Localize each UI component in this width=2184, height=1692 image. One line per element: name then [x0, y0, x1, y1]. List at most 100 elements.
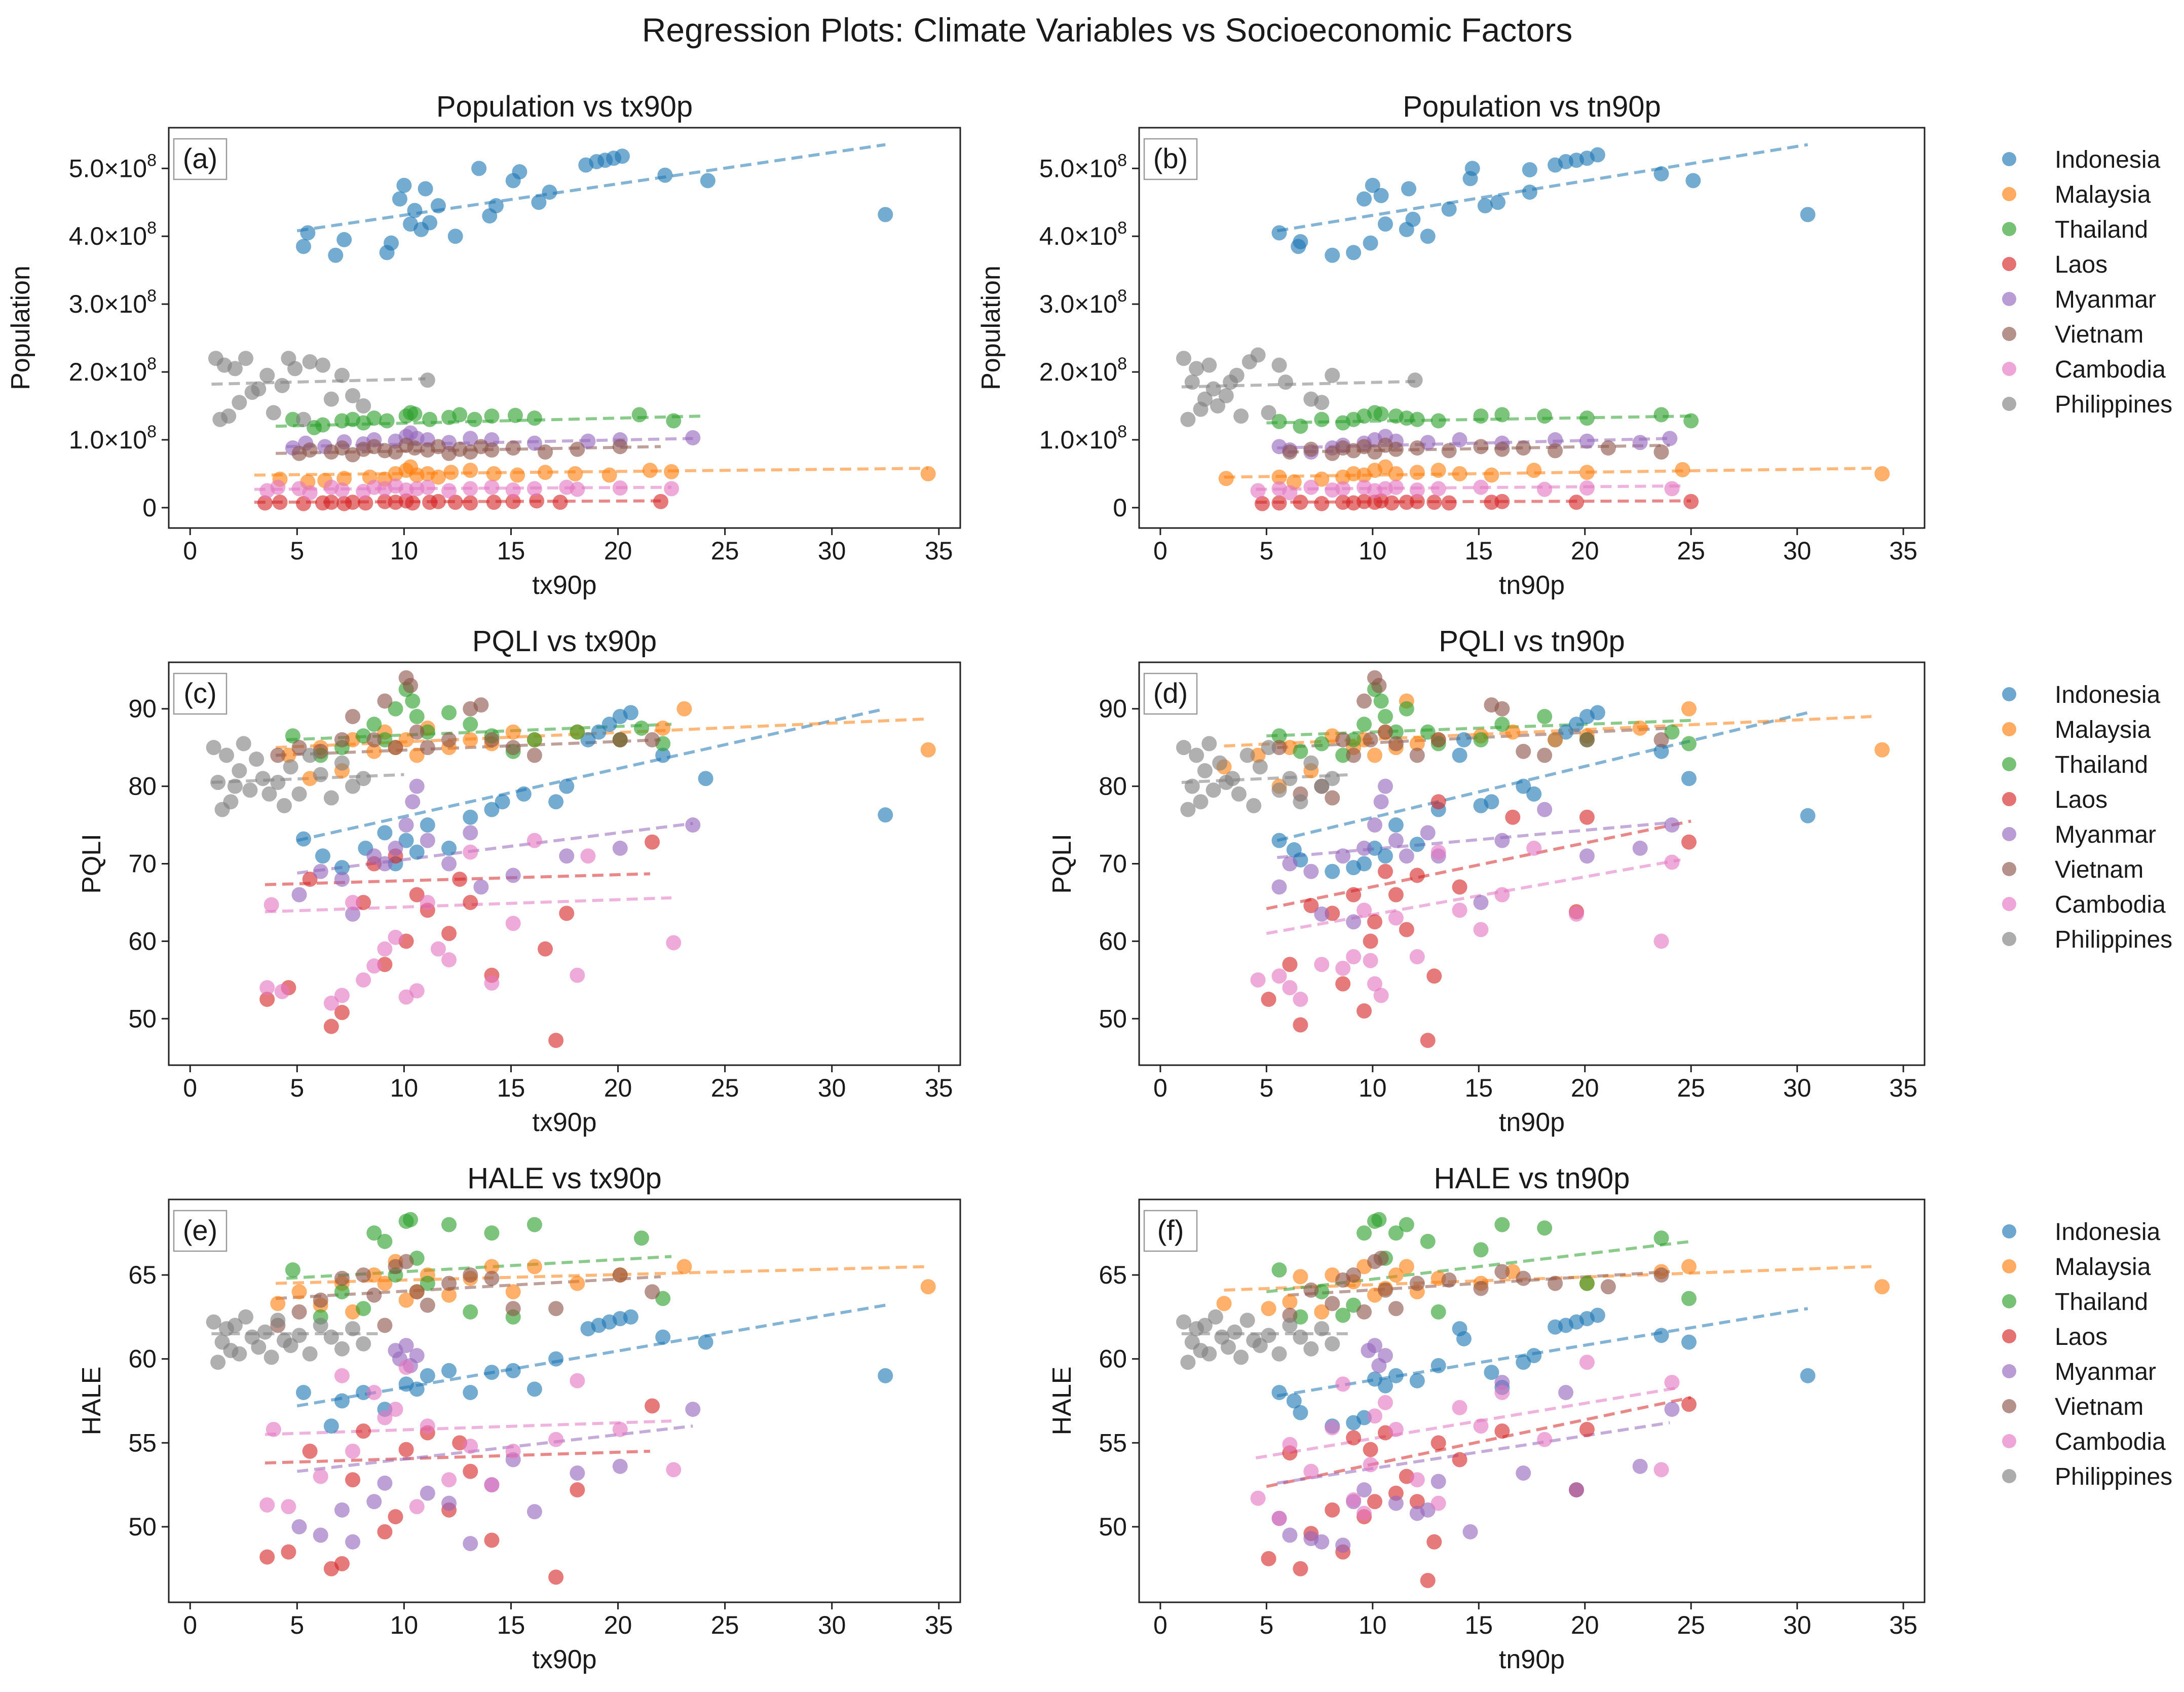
- point-cambodia: [1430, 481, 1446, 497]
- legend-marker-malaysia: [2002, 187, 2016, 201]
- point-vietnam: [1325, 1296, 1340, 1311]
- point-malaysia: [1505, 724, 1521, 740]
- point-thailand: [1473, 408, 1489, 424]
- point-laos: [452, 872, 468, 887]
- point-indonesia: [398, 833, 414, 848]
- point-laos: [538, 941, 553, 957]
- point-myanmar: [345, 906, 361, 922]
- point-cambodia: [1537, 481, 1553, 497]
- point-laos: [1505, 809, 1521, 825]
- point-myanmar: [1388, 1495, 1404, 1511]
- point-vietnam: [505, 1301, 521, 1317]
- point-laos: [1282, 957, 1298, 972]
- trend-line-malaysia: [1224, 1265, 1872, 1292]
- point-malaysia: [1367, 747, 1382, 763]
- point-malaysia: [430, 469, 446, 485]
- point-philippines: [323, 1329, 339, 1345]
- point-cambodia: [1271, 968, 1287, 984]
- point-thailand: [633, 720, 649, 736]
- point-philippines: [270, 1312, 286, 1328]
- point-myanmar: [1662, 431, 1678, 446]
- y-tick-label: 0: [142, 494, 157, 522]
- point-laos: [1420, 1572, 1436, 1588]
- point-indonesia: [1293, 234, 1308, 249]
- point-cambodia: [1250, 972, 1266, 988]
- point-indonesia: [512, 164, 528, 180]
- point-laos: [1494, 494, 1510, 509]
- point-malaysia: [1261, 1301, 1276, 1317]
- legend-label-philippines: Philippines: [2055, 391, 2172, 418]
- point-laos: [409, 887, 425, 903]
- point-vietnam: [1548, 443, 1563, 459]
- point-philippines: [1197, 1318, 1213, 1333]
- point-vietnam: [484, 1270, 500, 1286]
- point-cambodia: [323, 995, 339, 1011]
- point-myanmar: [685, 1402, 701, 1417]
- y-tick-label: 5.0×108: [69, 151, 157, 182]
- point-thailand: [1473, 1242, 1489, 1258]
- point-malaysia: [1681, 1259, 1697, 1274]
- point-cambodia: [612, 480, 628, 496]
- panel-label: (a): [183, 142, 217, 174]
- point-philippines: [1233, 1349, 1249, 1365]
- point-philippines: [227, 361, 243, 377]
- point-cambodia: [263, 897, 279, 913]
- point-laos: [1346, 1430, 1362, 1446]
- point-vietnam: [1516, 743, 1531, 759]
- point-vietnam: [441, 1275, 457, 1291]
- point-philippines: [223, 794, 239, 810]
- point-myanmar: [366, 1494, 382, 1510]
- point-philippines: [1271, 1346, 1287, 1362]
- point-thailand: [315, 417, 330, 433]
- point-vietnam: [1600, 440, 1616, 456]
- point-indonesia: [1456, 1331, 1472, 1346]
- y-tick-label: 70: [128, 850, 157, 878]
- point-indonesia: [1800, 1368, 1816, 1383]
- plot-frame: [1138, 127, 1926, 529]
- subplot-f: HALE vs tn90p 0 5 10 15 20 25 30 35 50 55 60 65 tn90p…: [1047, 1162, 1926, 1674]
- panel-label-box: [173, 1210, 228, 1252]
- point-thailand: [1371, 1212, 1387, 1227]
- y-axis-label: PQLI: [77, 834, 106, 894]
- trend-line-myanmar: [1277, 437, 1670, 449]
- point-thailand: [366, 717, 382, 732]
- point-cambodia: [1250, 483, 1266, 499]
- panel-label: (c): [183, 677, 216, 709]
- point-indonesia: [1401, 181, 1417, 197]
- point-myanmar: [1462, 1524, 1478, 1539]
- point-indonesia: [1800, 808, 1816, 823]
- point-malaysia: [398, 732, 414, 747]
- point-myanmar: [1664, 1402, 1680, 1417]
- legend-marker-laos: [2002, 1329, 2016, 1343]
- point-thailand: [526, 1217, 542, 1232]
- point-laos: [1254, 496, 1270, 511]
- point-philippines: [1189, 747, 1204, 763]
- point-thailand: [1399, 1217, 1414, 1232]
- x-tick-label: 35: [1889, 1074, 1917, 1102]
- point-cambodia: [1473, 1418, 1489, 1434]
- point-laos: [302, 872, 318, 887]
- point-laos: [1367, 914, 1382, 930]
- point-cambodia: [505, 1443, 521, 1459]
- point-laos: [358, 495, 373, 511]
- legend-marker-cambodia: [2002, 362, 2016, 376]
- point-philippines: [1314, 395, 1330, 410]
- x-tick-label: 25: [1677, 537, 1705, 565]
- point-philippines: [1314, 778, 1330, 794]
- x-tick-label: 5: [1259, 1074, 1273, 1102]
- point-philippines: [1252, 1338, 1268, 1353]
- point-cambodia: [666, 1462, 682, 1478]
- point-indonesia: [1681, 1334, 1697, 1350]
- point-cambodia: [1373, 988, 1389, 1003]
- legend-label-laos: Laos: [2055, 786, 2107, 813]
- point-thailand: [377, 732, 393, 747]
- point-philippines: [1325, 367, 1340, 383]
- point-philippines: [1261, 1328, 1276, 1343]
- point-indonesia: [384, 235, 399, 251]
- point-philippines: [345, 388, 361, 403]
- point-cambodia: [1250, 1490, 1266, 1506]
- panels-layer: Population vs tx90p 0 5 10 15 20 25 30 35 0 1.0×10…: [6, 90, 1926, 1674]
- point-indonesia: [1405, 211, 1421, 227]
- point-cambodia: [1664, 1375, 1680, 1390]
- point-philippines: [1210, 398, 1225, 413]
